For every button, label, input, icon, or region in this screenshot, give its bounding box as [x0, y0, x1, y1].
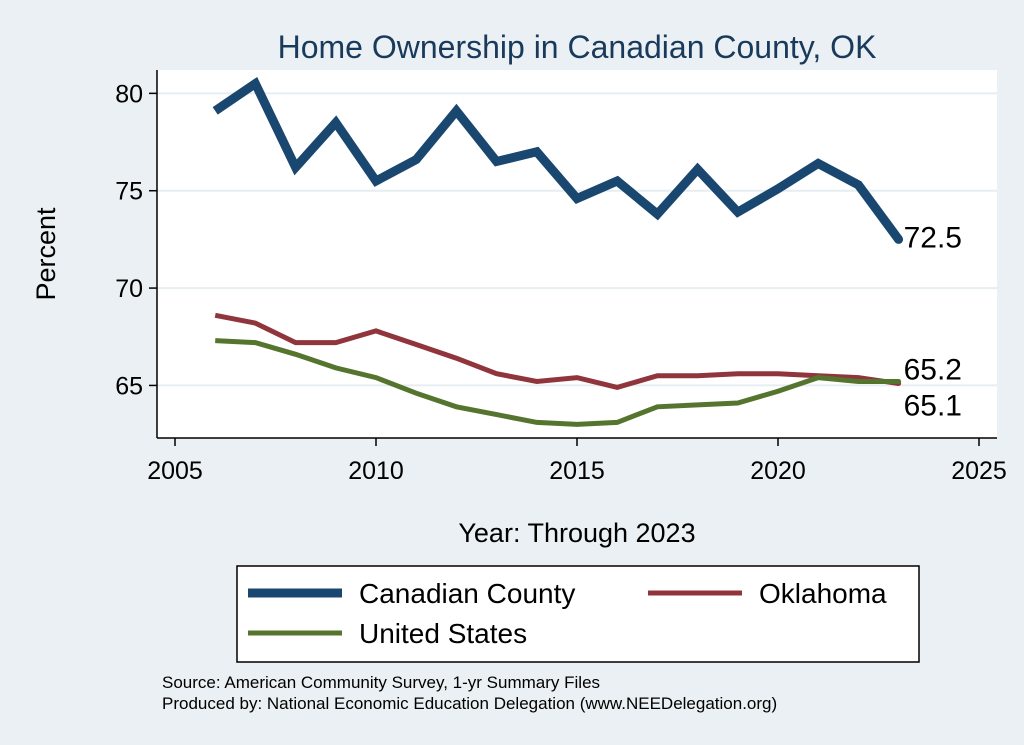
grid-layer — [157, 92, 997, 387]
y-axis-ticks: 65 70 75 80 — [115, 80, 157, 400]
x-tick-label: 2015 — [549, 457, 605, 485]
legend-label: Oklahoma — [759, 578, 887, 609]
x-tick-label: 2010 — [348, 457, 404, 485]
series-line-united-states — [215, 338, 899, 427]
end-label: 65.2 — [904, 354, 962, 387]
y-tick-label: 65 — [115, 372, 143, 400]
legend-box — [236, 565, 920, 663]
legend-label: United States — [359, 618, 527, 649]
series-line-canadian-county — [212, 76, 903, 243]
x-tick-label: 2020 — [750, 457, 806, 485]
x-axis-label: Year: Through 2023 — [458, 518, 695, 548]
legend: Canadian County Oklahoma United States — [248, 578, 887, 649]
y-tick-label: 75 — [115, 178, 143, 206]
series-line-oklahoma — [214, 312, 899, 390]
x-tick-label: 2025 — [951, 457, 1007, 485]
legend-label: Canadian County — [359, 578, 575, 609]
end-label: 65.1 — [904, 389, 962, 422]
series-layer — [212, 76, 904, 427]
series-end-point — [896, 379, 902, 385]
y-tick-label: 70 — [115, 275, 143, 303]
end-label: 72.5 — [904, 221, 962, 254]
series-end-point — [894, 234, 904, 244]
y-tick-label: 80 — [115, 80, 143, 108]
source-line-1: Source: American Community Survey, 1-yr … — [162, 673, 600, 692]
y-axis-label: Percent — [31, 207, 61, 301]
source-line-2: Produced by: National Economic Education… — [162, 694, 777, 713]
x-tick-label: 2005 — [147, 457, 203, 485]
x-axis-ticks: 2005 2010 2015 2020 2025 — [147, 438, 1007, 485]
end-labels: 72.5 65.165.2 — [904, 221, 962, 422]
chart-title: Home Ownership in Canadian County, OK — [278, 29, 877, 65]
